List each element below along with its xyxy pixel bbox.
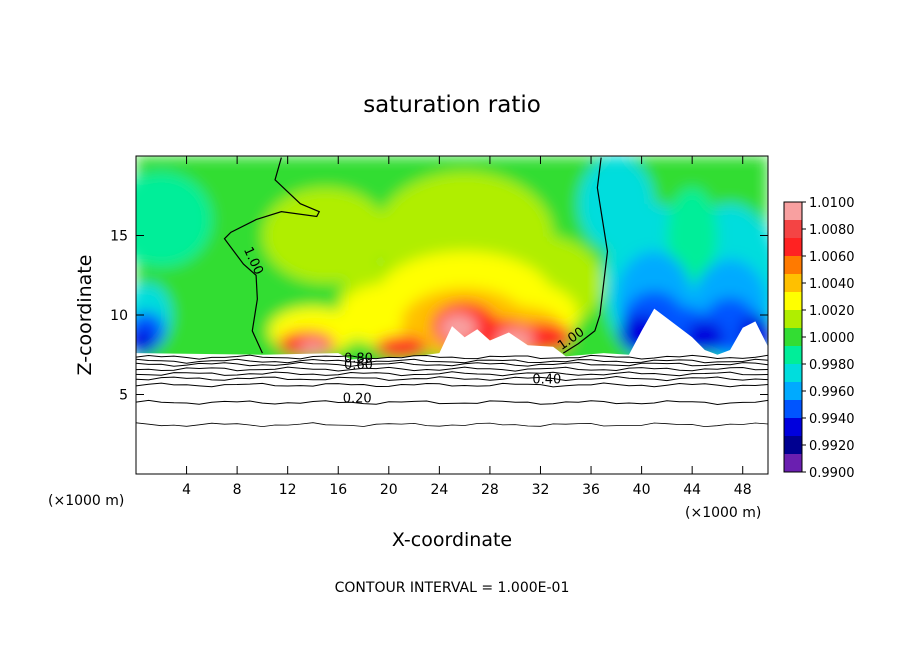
contour-label: 0.20: [343, 391, 372, 406]
y-axis-label: Z-coordinate: [74, 255, 96, 376]
y-tick-label: 15: [110, 229, 128, 245]
colorbar: 1.0100 1.0080 1.0060 1.0040 1.0020 1.0000 0.99…: [783, 196, 855, 481]
contour-line: [136, 422, 768, 428]
field-blob: [262, 187, 389, 284]
colorbar-swatch: [784, 274, 802, 293]
x-tick-label: 40: [633, 482, 651, 498]
contour-label: 0.80: [344, 352, 373, 367]
contour-line: [136, 354, 768, 360]
colorbar-swatch: [784, 364, 802, 383]
x-tick-label: 16: [329, 482, 347, 498]
plot-area: [136, 156, 768, 474]
colorbar-label: 1.0060: [809, 250, 855, 265]
contour-line-1.00-west: [223, 157, 321, 354]
x-tick-label: 12: [279, 482, 297, 498]
colorbar-swatch: [784, 256, 802, 275]
field-blob: [297, 340, 329, 354]
contour-line: [136, 366, 768, 372]
contour-interval-note: CONTOUR INTERVAL = 1.000E-01: [335, 580, 570, 596]
contour-lines: [136, 157, 768, 428]
colorbar-swatch: [784, 310, 802, 329]
x-tick-label: 20: [380, 482, 398, 498]
colorbar-swatch: [784, 238, 802, 257]
colorbar-swatch: [784, 454, 802, 473]
saturation-field: [136, 156, 768, 474]
colorbar-label: 1.0040: [809, 277, 855, 292]
colorbar-swatch: [784, 418, 802, 437]
colorbar-swatch: [784, 292, 802, 311]
colorbar-swatch: [784, 220, 802, 239]
colorbar-label: 1.0020: [809, 304, 855, 319]
field-blob: [136, 171, 212, 268]
y-tick-label: 10: [110, 308, 128, 324]
x-tick-label: 24: [430, 482, 448, 498]
contour-line: [136, 399, 768, 406]
subsaturated-region: [136, 308, 768, 474]
colorbar-label: 0.9980: [809, 358, 855, 373]
colorbar-swatch: [784, 382, 802, 401]
colorbar-swatch: [784, 346, 802, 365]
contour-line: [136, 375, 768, 382]
colorbar-label: 1.0100: [809, 196, 855, 211]
colorbar-label: 0.9940: [809, 412, 855, 427]
field-blob: [666, 187, 718, 284]
colorbar-label: 1.0000: [809, 331, 855, 346]
y-tick-label: 5: [119, 388, 128, 404]
x-tick-label: 8: [233, 482, 242, 498]
colorbar-label: 0.9900: [809, 466, 855, 481]
field-blob: [376, 335, 427, 358]
x-axis-label: X-coordinate: [392, 529, 512, 551]
chart-title: saturation ratio: [363, 92, 541, 118]
contour-line: [136, 382, 768, 388]
x-tick-label: 32: [532, 482, 550, 498]
x-tick-label: 48: [734, 482, 752, 498]
x-tick-label: 44: [683, 482, 701, 498]
colorbar-swatch: [784, 400, 802, 419]
x-tick-label: 4: [182, 482, 191, 498]
x-axis: 4 8 12 16 20 24 28 32 36 40 44 48: [182, 156, 752, 498]
contour-line-1.00-east: [562, 157, 609, 354]
x-unit-label: (×1000 m): [685, 505, 761, 521]
colorbar-swatch: [784, 436, 802, 455]
contour-line: [136, 358, 768, 364]
contour-line: [136, 371, 768, 377]
x-tick-label: 36: [582, 482, 600, 498]
x-tick-label: 28: [481, 482, 499, 498]
colorbar-swatch: [784, 202, 802, 221]
field-blob: [136, 329, 155, 355]
colorbar-label: 0.9960: [809, 385, 855, 400]
contour-line: [136, 361, 768, 367]
colorbar-label: 0.9920: [809, 439, 855, 454]
contour-label: 0.60: [344, 358, 373, 373]
colorbar-label: 1.0080: [809, 223, 855, 238]
y-unit-label: (×1000 m): [48, 493, 124, 509]
contour-label: 0.40: [532, 372, 561, 387]
y-axis: 5 10 15: [110, 229, 768, 404]
colorbar-swatch: [784, 328, 802, 347]
